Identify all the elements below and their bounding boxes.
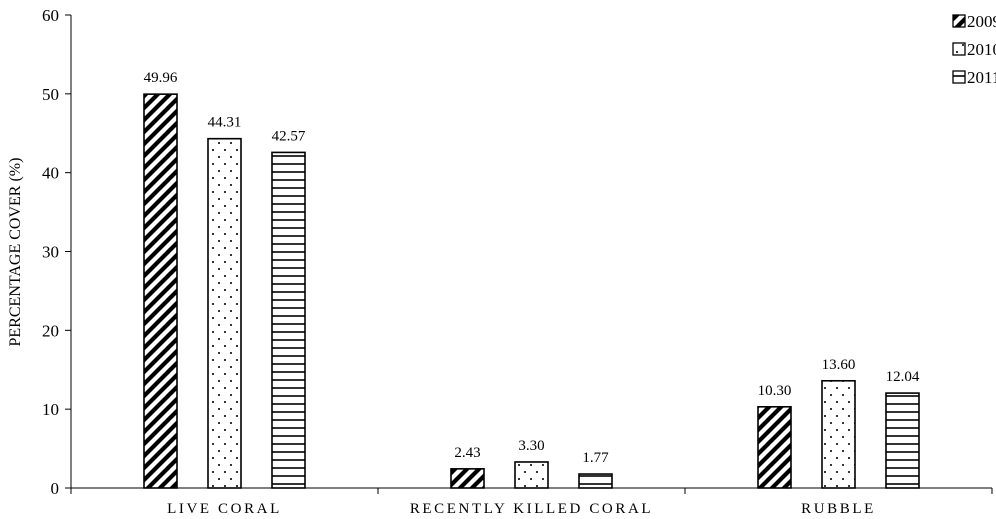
bars <box>143 93 920 489</box>
x-tick-label: RECENTLY KILLED CORAL <box>410 501 653 517</box>
y-axis: 0 10 20 30 40 50 60 <box>42 6 72 498</box>
y-tick-label: 30 <box>42 243 59 262</box>
bar-live-coral-2011 <box>271 151 306 489</box>
bar-recently-killed-coral-2010 <box>514 461 549 489</box>
bar-rubble-2010 <box>821 379 856 489</box>
data-label: 49.96 <box>144 70 178 86</box>
legend-item-2009: 2009 <box>952 12 996 31</box>
y-tick-label: 10 <box>42 400 59 419</box>
y-tick-label: 40 <box>42 164 59 183</box>
data-label: 13.60 <box>822 357 856 373</box>
data-label: 2.43 <box>454 445 480 461</box>
data-label: 12.04 <box>886 369 920 385</box>
data-label: 3.30 <box>518 438 544 454</box>
y-tick-label: 0 <box>51 479 60 498</box>
x-tick-label: LIVE CORAL <box>167 501 282 517</box>
data-label: 1.77 <box>582 450 609 466</box>
bar-rubble-2009 <box>757 406 792 489</box>
legend-item-2010: 2010 <box>952 40 996 59</box>
legend-swatch <box>952 14 966 28</box>
y-tick-label: 60 <box>42 6 59 25</box>
bar-live-coral-2010 <box>207 137 242 489</box>
y-tick-label: 20 <box>42 321 59 340</box>
bar-rubble-2011 <box>885 392 920 489</box>
bar-live-coral-2009 <box>143 93 178 489</box>
bar-recently-killed-coral-2011 <box>578 473 613 489</box>
legend: 2009 2010 2011 <box>952 12 996 87</box>
value-labels: 49.96 44.31 42.57 2.43 3.30 1.77 10.30 13.60 12.… <box>144 70 920 466</box>
legend-label: 2011 <box>967 68 996 87</box>
y-tick-label: 50 <box>42 85 59 104</box>
bar-recently-killed-coral-2009 <box>450 468 485 489</box>
data-label: 10.30 <box>758 383 792 399</box>
category-labels: LIVE CORAL RECENTLY KILLED CORAL RUBBLE <box>167 501 876 517</box>
x-tick-label: RUBBLE <box>801 501 876 517</box>
data-label: 44.31 <box>208 115 242 131</box>
legend-label: 2010 <box>967 40 996 59</box>
legend-label: 2009 <box>967 12 996 31</box>
legend-swatch <box>952 70 966 84</box>
y-axis-label: PERCENTAGE COVER (%) <box>7 158 24 347</box>
legend-swatch <box>952 42 966 56</box>
data-label: 42.57 <box>272 128 306 144</box>
x-axis <box>70 487 993 494</box>
legend-item-2011: 2011 <box>952 68 996 87</box>
